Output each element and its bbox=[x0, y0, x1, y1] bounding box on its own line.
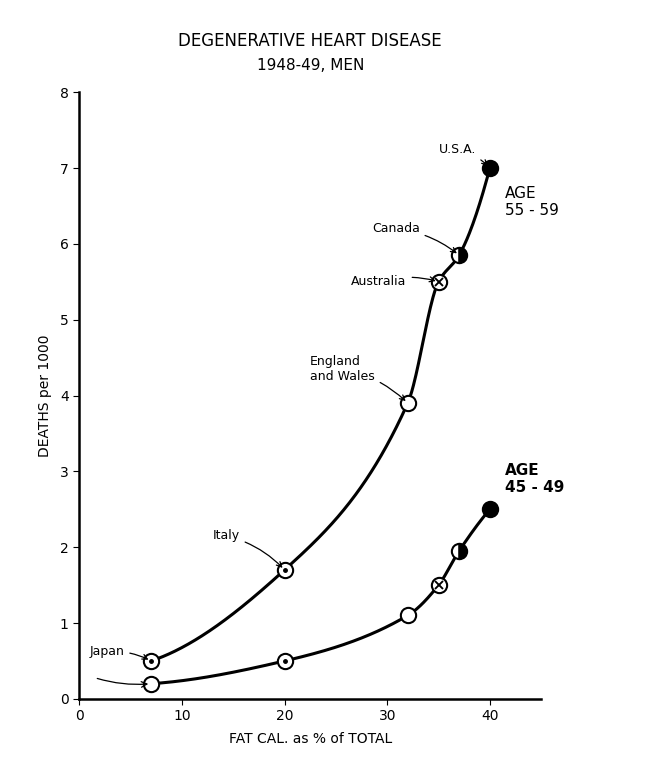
Y-axis label: DEATHS per 1000: DEATHS per 1000 bbox=[38, 334, 51, 457]
Text: AGE
55 - 59: AGE 55 - 59 bbox=[506, 186, 559, 218]
Text: Canada: Canada bbox=[372, 222, 456, 253]
Text: 1948-49, MEN: 1948-49, MEN bbox=[257, 58, 364, 73]
Text: U.S.A.: U.S.A. bbox=[438, 143, 487, 165]
Text: Australia: Australia bbox=[351, 275, 434, 288]
Text: England
and Wales: England and Wales bbox=[310, 355, 405, 400]
Text: Japan: Japan bbox=[90, 645, 147, 659]
Text: Italy: Italy bbox=[213, 529, 282, 567]
Text: AGE
45 - 49: AGE 45 - 49 bbox=[506, 463, 565, 495]
Text: DEGENERATIVE HEART DISEASE: DEGENERATIVE HEART DISEASE bbox=[178, 32, 442, 50]
X-axis label: FAT CAL. as % of TOTAL: FAT CAL. as % of TOTAL bbox=[228, 732, 392, 746]
